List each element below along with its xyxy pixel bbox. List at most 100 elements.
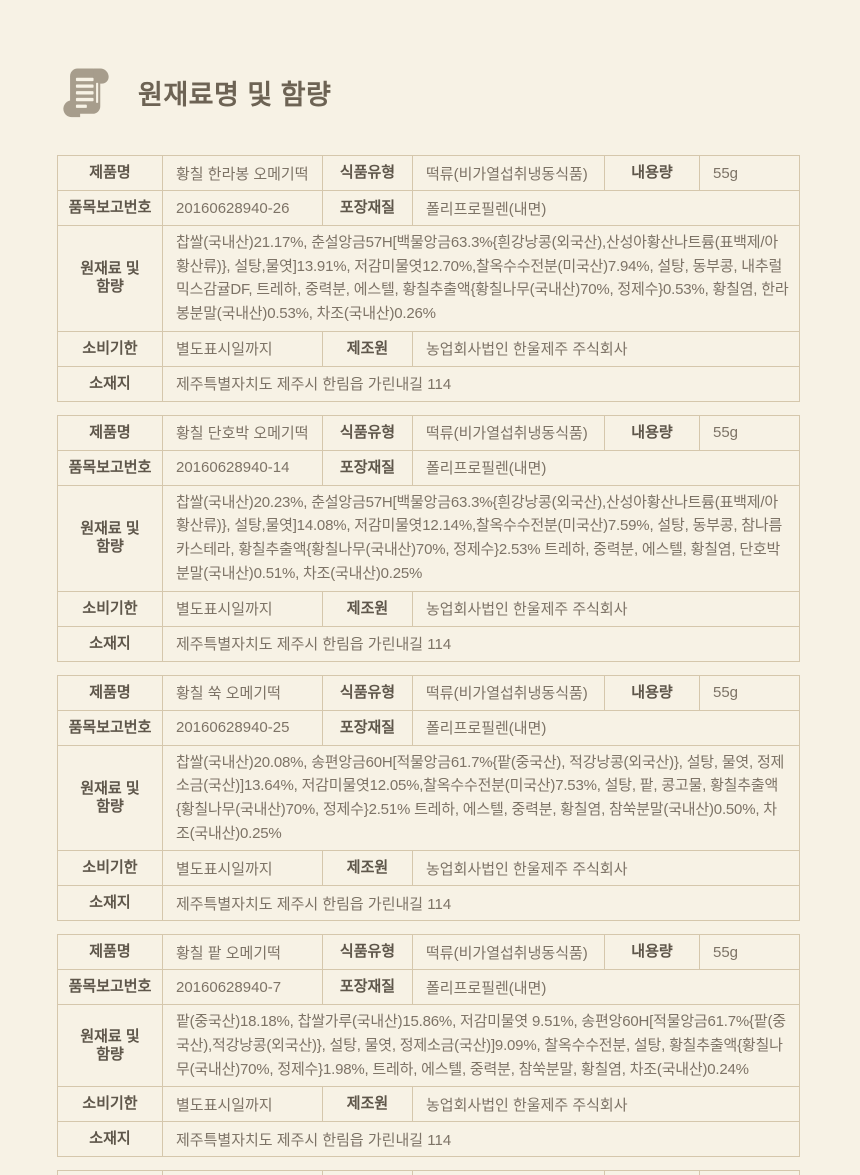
product-name-label: 제품명 [57,934,163,971]
table-row: 품목보고번호 20160628940-25 포장재질 폴리프로필렌(내면) [57,709,800,746]
table-row: 소재지 제주특별자치도 제주시 한림읍 가린내길 114 [57,885,800,922]
ingredients-value: 찹쌀(국내산)21.17%, 춘설앙금57H[백물앙금63.3%{흰강낭콩(외국… [162,225,800,332]
packaging-label: 포장재질 [322,969,413,1006]
net-weight-label: 내용량 [604,1170,700,1175]
shelf-life-label: 소비기한 [57,330,163,367]
product-table-3: 제품명 황칠 쑥 오메기떡 식품유형 떡류(비가열섭취냉동식품) 내용량 55g… [57,674,800,922]
ingredients-label: 원재료 및 함량 [57,225,163,332]
product-name-label: 제품명 [57,1170,163,1175]
table-row: 제품명 황칠 흑임자 오메기떡 식품유형 떡류(비가열섭취냉동식품) 내용량 5… [57,1170,800,1175]
shelf-life-value: 별도표시일까지 [162,330,323,367]
table-row: 원재료 및 함량 팥(중국산)18.18%, 찹쌀가루(국내산)15.86%, 저… [57,1004,800,1088]
product-name-value: 황칠 팥 오메기떡 [162,934,323,971]
report-no-label: 품목보고번호 [57,190,163,226]
ingredients-label: 원재료 및 함량 [57,1004,163,1088]
shelf-life-value: 별도표시일까지 [162,1086,323,1123]
report-no-value: 20160628940-14 [162,449,323,486]
food-type-value: 떡류(비가열섭취냉동식품) [412,155,605,191]
report-no-label: 품목보고번호 [57,709,163,746]
scroll-icon [60,64,112,120]
manufacturer-label: 제조원 [322,850,413,887]
food-type-label: 식품유형 [322,1170,413,1175]
address-value: 제주특별자치도 제주시 한림읍 가린내길 114 [162,1121,800,1158]
table-row: 제품명 황칠 단호박 오메기떡 식품유형 떡류(비가열섭취냉동식품) 내용량 5… [57,414,800,451]
address-label: 소재지 [57,1121,163,1158]
table-row: 소재지 제주특별자치도 제주시 한림읍 가린내길 114 [57,625,800,662]
food-type-value: 떡류(비가열섭취냉동식품) [412,934,605,971]
ingredients-value: 팥(중국산)18.18%, 찹쌀가루(국내산)15.86%, 저감미물엿 9.5… [162,1004,800,1088]
product-name-value: 황칠 흑임자 오메기떡 [162,1170,323,1175]
net-weight-label: 내용량 [604,674,700,711]
shelf-life-value: 별도표시일까지 [162,590,323,627]
manufacturer-label: 제조원 [322,1086,413,1123]
report-no-value: 20160628940-25 [162,709,323,746]
manufacturer-value: 농업회사법인 한울제주 주식회사 [412,590,800,627]
address-label: 소재지 [57,365,163,402]
manufacturer-value: 농업회사법인 한울제주 주식회사 [412,330,800,367]
manufacturer-value: 농업회사법인 한울제주 주식회사 [412,1086,800,1123]
product-table-2: 제품명 황칠 단호박 오메기떡 식품유형 떡류(비가열섭취냉동식품) 내용량 5… [57,414,800,662]
product-name-value: 황칠 쑥 오메기떡 [162,674,323,711]
net-weight-value: 55g [699,155,800,191]
product-name-label: 제품명 [57,674,163,711]
report-no-value: 20160628940-26 [162,190,323,226]
net-weight-label: 내용량 [604,155,700,191]
table-row: 소비기한 별도표시일까지 제조원 농업회사법인 한울제주 주식회사 [57,1086,800,1123]
food-type-label: 식품유형 [322,414,413,451]
packaging-value: 폴리프로필렌(내면) [412,449,800,486]
food-type-value: 떡류(비가열섭취냉동식품) [412,674,605,711]
ingredients-value: 찹쌀(국내산)20.23%, 춘설앙금57H[백물앙금63.3%{흰강낭콩(외국… [162,484,800,592]
shelf-life-value: 별도표시일까지 [162,850,323,887]
table-row: 소비기한 별도표시일까지 제조원 농업회사법인 한울제주 주식회사 [57,850,800,887]
ingredients-label: 원재료 및 함량 [57,484,163,592]
ingredients-label: 원재료 및 함량 [57,744,163,852]
report-no-label: 품목보고번호 [57,449,163,486]
page-header: 원재료명 및 함량 [60,64,331,120]
report-no-value: 20160628940-7 [162,969,323,1006]
food-type-value: 떡류(비가열섭취냉동식품) [412,414,605,451]
address-value: 제주특별자치도 제주시 한림읍 가린내길 114 [162,365,800,402]
product-tables: 제품명 황칠 한라봉 오메기떡 식품유형 떡류(비가열섭취냉동식품) 내용량 5… [57,155,800,1175]
packaging-label: 포장재질 [322,449,413,486]
product-name-value: 황칠 한라봉 오메기떡 [162,155,323,191]
food-type-value: 떡류(비가열섭취냉동식품) [412,1170,605,1175]
food-type-label: 식품유형 [322,674,413,711]
net-weight-value: 55g [699,674,800,711]
net-weight-value: 55g [699,414,800,451]
table-row: 소재지 제주특별자치도 제주시 한림읍 가린내길 114 [57,1121,800,1158]
table-row: 제품명 황칠 팥 오메기떡 식품유형 떡류(비가열섭취냉동식품) 내용량 55g [57,934,800,971]
address-value: 제주특별자치도 제주시 한림읍 가린내길 114 [162,625,800,662]
product-name-value: 황칠 단호박 오메기떡 [162,414,323,451]
table-row: 소비기한 별도표시일까지 제조원 농업회사법인 한울제주 주식회사 [57,330,800,367]
table-row: 품목보고번호 20160628940-26 포장재질 폴리프로필렌(내면) [57,190,800,226]
product-name-label: 제품명 [57,414,163,451]
table-row: 제품명 황칠 한라봉 오메기떡 식품유형 떡류(비가열섭취냉동식품) 내용량 5… [57,155,800,191]
address-label: 소재지 [57,625,163,662]
product-table-4: 제품명 황칠 팥 오메기떡 식품유형 떡류(비가열섭취냉동식품) 내용량 55g… [57,934,800,1158]
packaging-value: 폴리프로필렌(내면) [412,709,800,746]
net-weight-value: 55g [699,1170,800,1175]
net-weight-value: 55g [699,934,800,971]
food-type-label: 식품유형 [322,155,413,191]
table-row: 품목보고번호 20160628940-7 포장재질 폴리프로필렌(내면) [57,969,800,1006]
page-title: 원재료명 및 함량 [138,79,332,110]
manufacturer-label: 제조원 [322,330,413,367]
packaging-label: 포장재질 [322,709,413,746]
net-weight-label: 내용량 [604,934,700,971]
table-row: 원재료 및 함량 찹쌀(국내산)20.08%, 송편앙금60H[적물앙금61.7%… [57,744,800,852]
table-row: 원재료 및 함량 찹쌀(국내산)20.23%, 춘설앙금57H[백물앙금63.3%… [57,484,800,592]
product-name-label: 제품명 [57,155,163,191]
manufacturer-value: 농업회사법인 한울제주 주식회사 [412,850,800,887]
packaging-label: 포장재질 [322,190,413,226]
table-row: 소비기한 별도표시일까지 제조원 농업회사법인 한울제주 주식회사 [57,590,800,627]
packaging-value: 폴리프로필렌(내면) [412,969,800,1006]
table-row: 소재지 제주특별자치도 제주시 한림읍 가린내길 114 [57,365,800,402]
shelf-life-label: 소비기한 [57,850,163,887]
product-table-1: 제품명 황칠 한라봉 오메기떡 식품유형 떡류(비가열섭취냉동식품) 내용량 5… [57,155,800,402]
table-row: 제품명 황칠 쑥 오메기떡 식품유형 떡류(비가열섭취냉동식품) 내용량 55g [57,674,800,711]
manufacturer-label: 제조원 [322,590,413,627]
ingredients-value: 찹쌀(국내산)20.08%, 송편앙금60H[적물앙금61.7%{팥(중국산),… [162,744,800,852]
food-type-label: 식품유형 [322,934,413,971]
address-value: 제주특별자치도 제주시 한림읍 가린내길 114 [162,885,800,922]
